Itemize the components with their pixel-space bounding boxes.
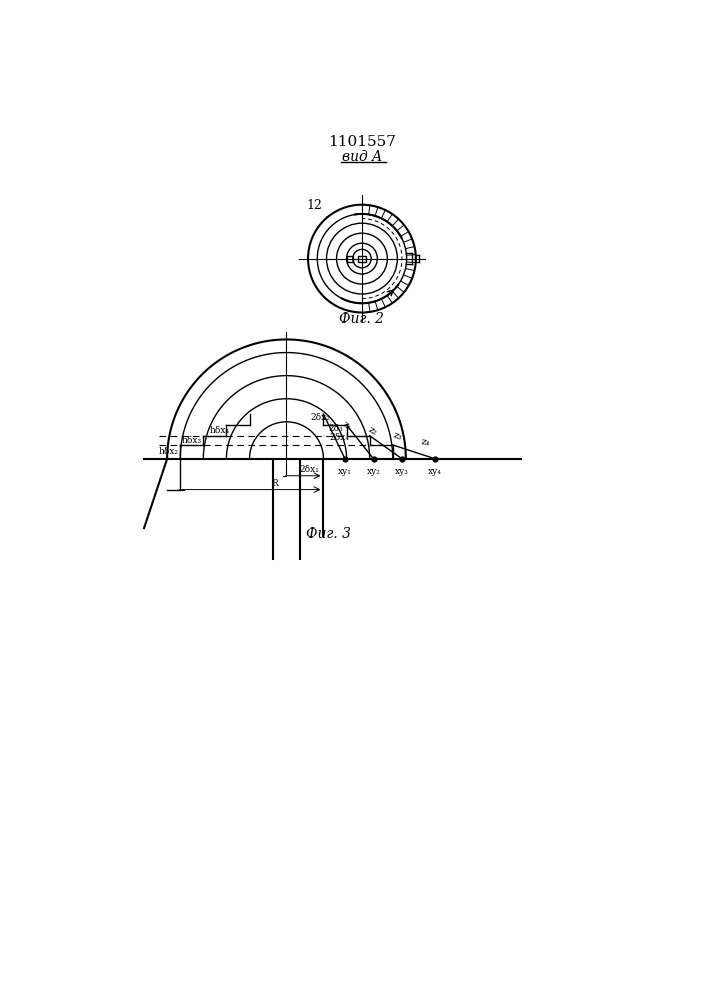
Text: z₂: z₂ [366, 425, 378, 437]
Text: xy₁: xy₁ [338, 466, 352, 476]
Bar [346, 256, 353, 262]
Text: вид A: вид A [342, 150, 382, 164]
Text: xy₂: xy₂ [366, 466, 380, 476]
Text: 2δx₂: 2δx₂ [310, 413, 330, 422]
Text: xy₄: xy₄ [428, 466, 442, 476]
Text: hδx₂: hδx₂ [158, 447, 179, 456]
Text: hδx₄: hδx₄ [209, 426, 230, 435]
Text: Фиг. 3: Фиг. 3 [306, 527, 351, 541]
Text: R: R [271, 479, 279, 488]
Text: z₄: z₄ [420, 437, 431, 447]
Bar [358, 256, 366, 262]
Text: 12: 12 [306, 199, 327, 217]
Text: z₁: z₁ [340, 419, 353, 432]
Text: 2δ₃: 2δ₃ [328, 424, 343, 433]
Text: 1101557: 1101557 [328, 135, 396, 149]
Text: z₃: z₃ [392, 431, 404, 443]
Text: 2δx₄: 2δx₄ [329, 433, 349, 442]
Text: xy₃: xy₃ [395, 466, 409, 476]
Text: 2δx₁: 2δx₁ [299, 465, 319, 474]
Text: hδx₃: hδx₃ [182, 436, 201, 445]
Text: Фиг. 2: Фиг. 2 [339, 312, 385, 326]
